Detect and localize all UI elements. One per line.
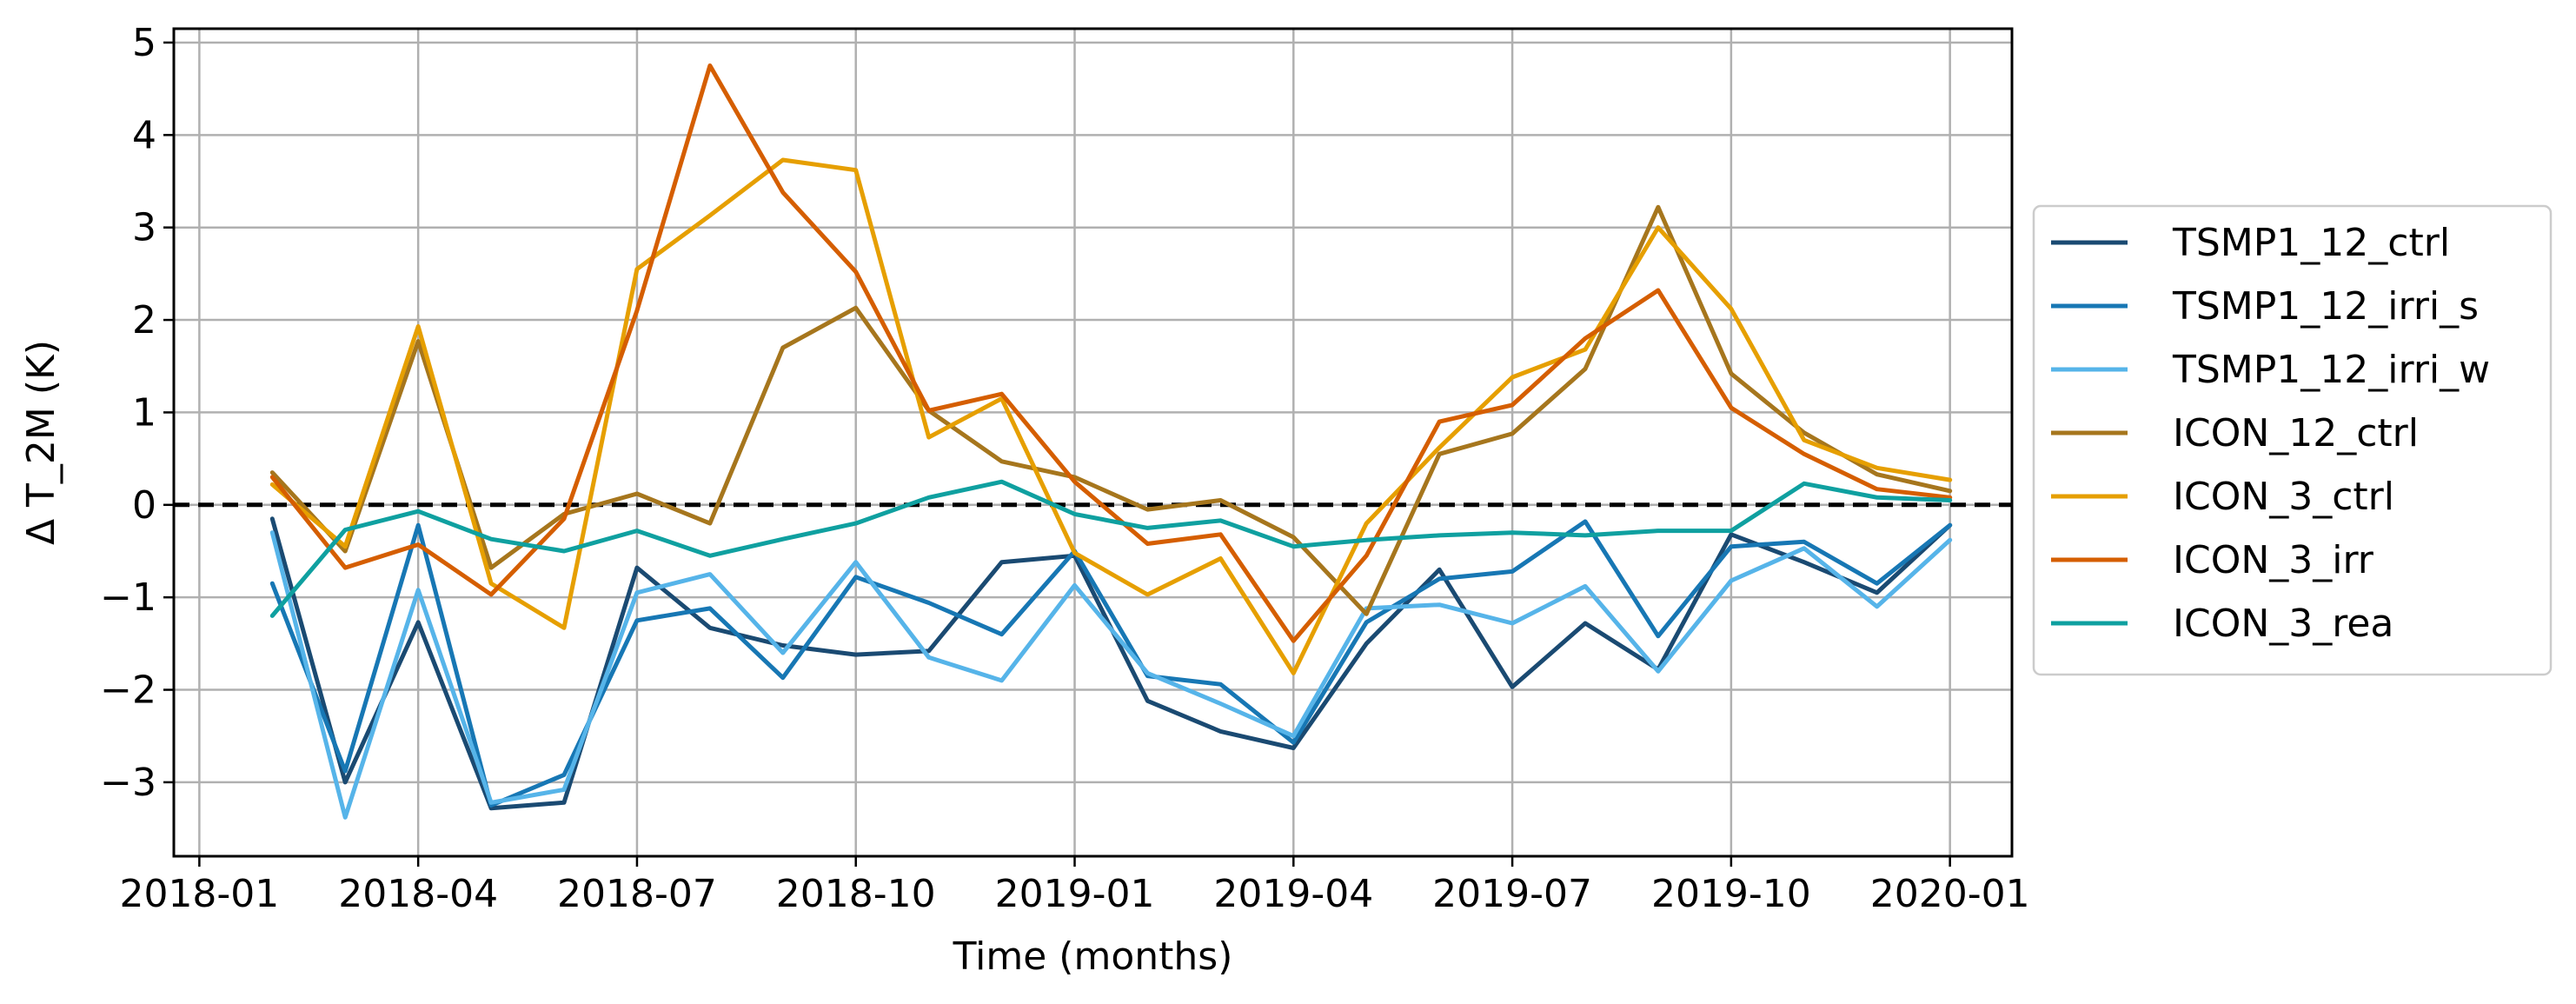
x-axis-label: Time (months) [953, 934, 1233, 979]
y-tick-label: −3 [100, 761, 156, 805]
y-tick-label: 3 [132, 206, 156, 250]
legend-label-icon-3-irr: ICON_3_irr [2173, 538, 2374, 582]
legend-label-tsmp1-12-ctrl: TSMP1_12_ctrl [2172, 221, 2450, 265]
axes-frame [172, 27, 2014, 858]
x-tick-label: 2018-07 [557, 872, 717, 916]
y-axis-label: Δ T_2M (K) [19, 340, 63, 545]
y-tick-label: 0 [132, 483, 156, 528]
x-tick-label: 2018-10 [776, 872, 936, 916]
series-line-icon-3-irr [269, 63, 1953, 643]
legend-label-tsmp1-12-irri-s: TSMP1_12_irri_s [2172, 284, 2479, 329]
series-line-icon-3-rea [269, 479, 1953, 618]
y-tick-label: 1 [132, 390, 156, 435]
legend-label-tsmp1-12-irri-w: TSMP1_12_irri_w [2172, 348, 2490, 392]
x-tick-label: 2020-01 [1870, 872, 2030, 916]
series-lines [269, 63, 1953, 820]
y-tick-label: −1 [100, 575, 156, 620]
legend-label-icon-12-ctrl: ICON_12_ctrl [2173, 411, 2419, 455]
y-axis-ticks: −3 −2 −1 0 1 2 3 4 5 [100, 21, 174, 805]
grid [174, 29, 2012, 856]
x-tick-label: 2019-10 [1651, 872, 1811, 916]
x-tick-label: 2019-04 [1213, 872, 1373, 916]
y-tick-label: −2 [100, 668, 156, 713]
series-line-tsmp1-12-irri-w [269, 530, 1953, 820]
y-tick-label: 2 [132, 298, 156, 342]
series-line-icon-12-ctrl [269, 204, 1953, 616]
x-tick-label: 2019-01 [995, 872, 1155, 916]
legend: TSMP1_12_ctrl TSMP1_12_irri_s TSMP1_12_irr… [2032, 204, 2553, 676]
x-tick-label: 2018-04 [338, 872, 498, 916]
series-line-icon-3-ctrl [269, 157, 1953, 675]
legend-label-icon-3-rea: ICON_3_rea [2173, 602, 2393, 646]
x-tick-label: 2018-01 [119, 872, 279, 916]
y-tick-label: 5 [132, 21, 156, 65]
y-tick-label: 4 [132, 113, 156, 157]
x-tick-label: 2019-07 [1432, 872, 1592, 916]
legend-label-icon-3-ctrl: ICON_3_ctrl [2173, 475, 2394, 519]
legend-box [2032, 204, 2553, 676]
x-axis-ticks: 2018-01 2018-04 2018-07 2018-10 2019-01 2019-… [119, 856, 2030, 916]
series-line-tsmp1-12-irri-s [269, 519, 1953, 808]
